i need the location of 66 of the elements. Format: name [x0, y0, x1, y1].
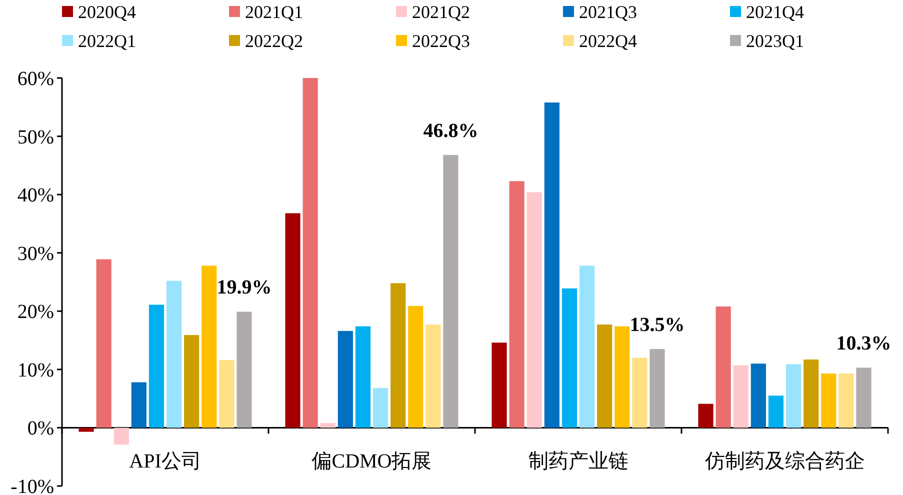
y-tick-label: 40% — [17, 184, 54, 207]
bar — [285, 213, 300, 428]
bar — [390, 283, 406, 428]
data-label: 13.5% — [630, 314, 685, 336]
bar — [856, 368, 872, 428]
bar — [355, 326, 371, 428]
x-tick-label: API公司 — [129, 450, 202, 473]
bar — [526, 192, 542, 428]
legend-label: 2021Q1 — [245, 2, 303, 22]
legend-label: 2020Q4 — [78, 2, 136, 22]
legend-label: 2021Q4 — [746, 2, 804, 22]
data-label: 46.8% — [423, 120, 478, 142]
legend-label: 2023Q1 — [746, 31, 804, 51]
data-label: 10.3% — [836, 332, 892, 355]
bar — [114, 428, 129, 445]
bar — [408, 306, 424, 428]
x-tick-label: 制药产业链 — [528, 450, 628, 473]
bar — [579, 266, 595, 428]
bar — [131, 382, 146, 428]
bar — [733, 365, 748, 428]
x-tick-label: 仿制药及综合药企 — [704, 450, 865, 473]
bar — [597, 324, 612, 428]
bar — [768, 396, 784, 428]
bar — [372, 388, 388, 428]
bar — [320, 423, 336, 428]
bar — [166, 280, 182, 428]
y-tick-label: 60% — [17, 68, 54, 90]
bar — [838, 374, 854, 428]
bar — [786, 364, 802, 428]
bar — [614, 326, 630, 428]
y-tick-label: 30% — [17, 242, 54, 265]
bar — [202, 266, 217, 428]
legend-label: 2021Q2 — [412, 2, 470, 22]
bar — [338, 330, 353, 428]
y-tick-label: 20% — [17, 301, 54, 324]
legend-label: 2022Q4 — [579, 31, 637, 51]
legend-label: 2022Q2 — [245, 31, 303, 51]
data-label: 19.9% — [216, 276, 272, 299]
bar — [236, 312, 252, 428]
legend-label: 2021Q3 — [579, 2, 637, 22]
bar — [509, 181, 524, 428]
bar — [544, 102, 560, 428]
bar — [821, 374, 836, 428]
x-tick-label: 偏CDMO拓展 — [312, 450, 432, 473]
bar — [302, 78, 318, 428]
bar — [184, 335, 200, 428]
bar — [804, 360, 819, 428]
bar — [426, 324, 441, 428]
bar — [698, 404, 714, 428]
bar — [78, 428, 94, 432]
bar — [96, 259, 112, 428]
y-tick-label: 0% — [27, 418, 54, 440]
bar — [562, 288, 578, 428]
bar — [443, 154, 458, 428]
bar — [650, 349, 665, 428]
y-tick-label: 50% — [17, 126, 54, 148]
bar — [219, 360, 234, 428]
legend-label: 2022Q3 — [412, 31, 470, 51]
y-tick-label: -10% — [10, 476, 54, 495]
bar — [148, 304, 164, 428]
bar — [632, 358, 648, 428]
bar — [716, 306, 731, 428]
bar — [492, 342, 507, 428]
legend-label: 2022Q1 — [78, 31, 136, 51]
bar — [750, 364, 766, 428]
y-tick-label: 10% — [17, 359, 54, 382]
